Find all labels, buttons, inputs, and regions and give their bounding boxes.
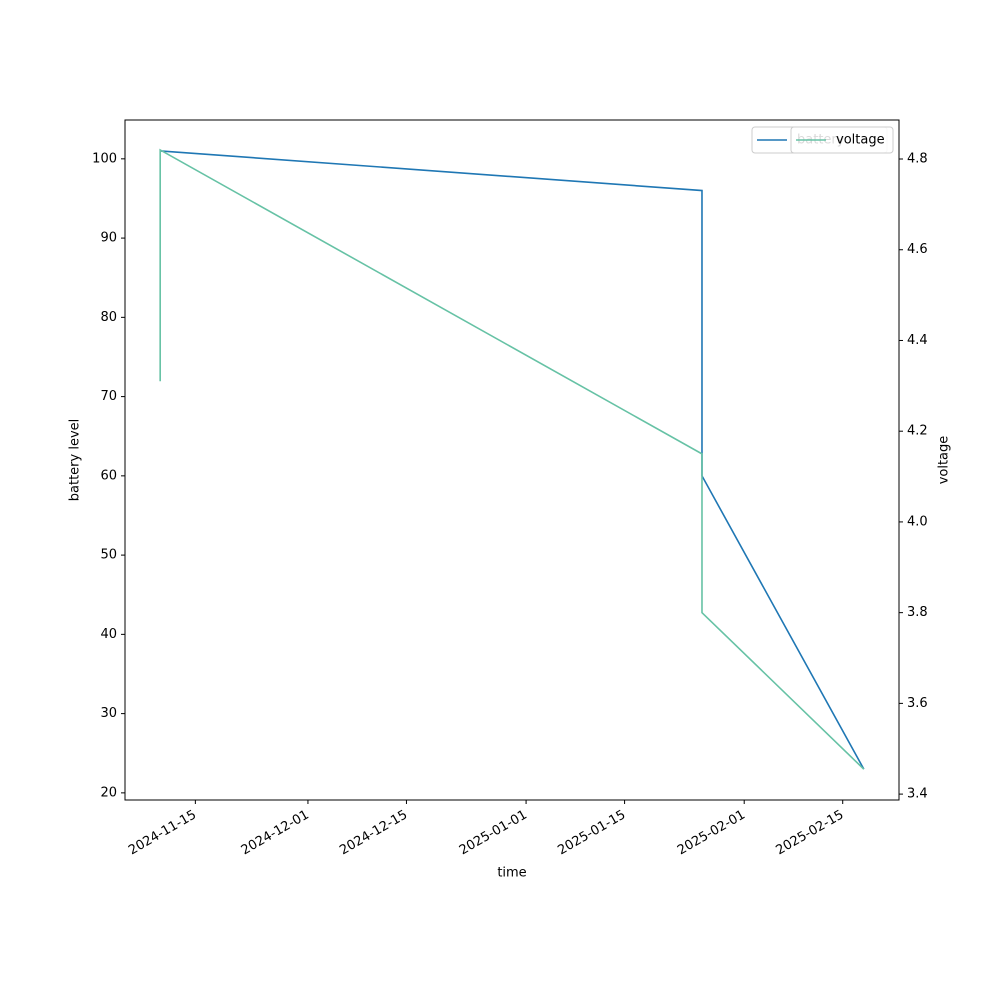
y2-tick-label: 3.4 <box>907 787 928 802</box>
data-line <box>160 150 865 770</box>
y2-tick-label: 4.2 <box>907 424 928 439</box>
x-tick-label: 2024-12-01 <box>239 808 312 859</box>
y2-axis-label: voltage <box>937 436 952 485</box>
y-tick-label: 50 <box>100 548 117 563</box>
x-tick-label: 2025-02-15 <box>774 808 847 859</box>
y2-tick-label: 4.6 <box>907 242 928 257</box>
x-tick-label: 2024-11-15 <box>126 808 199 859</box>
data-line <box>159 148 865 770</box>
y2-tick-label: 4.0 <box>907 514 928 529</box>
y-tick-label: 90 <box>100 231 117 246</box>
x-tick-label: 2025-01-15 <box>555 808 628 859</box>
y2-tick-label: 3.8 <box>907 605 928 620</box>
x-axis-label: time <box>497 866 526 881</box>
y2-tick-label: 4.4 <box>907 333 928 348</box>
y-tick-label: 100 <box>92 151 117 166</box>
y-tick-label: 40 <box>100 627 117 642</box>
y-axis-label: battery level <box>68 419 83 502</box>
y-tick-label: 30 <box>100 706 117 721</box>
legend: voltage <box>790 126 894 154</box>
y-tick-label: 60 <box>100 468 117 483</box>
y-tick-label: 70 <box>100 389 117 404</box>
plot-frame <box>124 119 900 801</box>
x-tick-label: 2024-12-15 <box>337 808 410 859</box>
y-tick-label: 20 <box>100 785 117 800</box>
y-tick-label: 80 <box>100 310 117 325</box>
y2-tick-label: 4.8 <box>907 152 928 167</box>
y2-tick-label: 3.6 <box>907 696 928 711</box>
x-tick-label: 2025-01-01 <box>457 808 530 859</box>
legend-label: voltage <box>836 133 885 148</box>
x-tick-label: 2025-02-01 <box>675 808 748 859</box>
legend-box <box>790 126 894 154</box>
